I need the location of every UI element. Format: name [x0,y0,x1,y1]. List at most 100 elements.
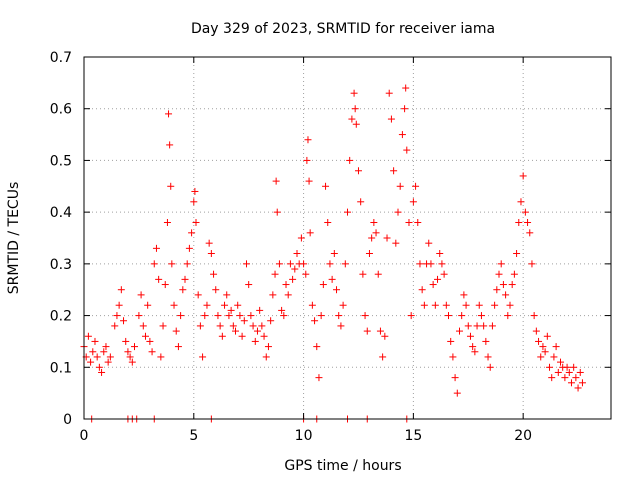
axis-ticks: 0 5 10 15 20 0 0.1 0.2 0.3 0.4 0.5 0.6 0.7 [50,50,611,444]
data-point [191,187,199,195]
data-point [203,301,211,309]
x-tick-label: 10 [295,428,313,444]
data-point [387,115,395,123]
data-point [548,374,556,382]
data-point [166,141,174,149]
data-point [521,208,529,216]
data-point [480,322,488,330]
data-point [139,322,147,330]
data-point [546,363,554,371]
data-point [440,270,448,278]
data-point [273,208,281,216]
data-point [352,120,360,128]
data-point [126,353,134,361]
data-point [460,291,468,299]
data-point [526,229,534,237]
data-point [453,389,461,397]
data-point [177,312,185,320]
data-point [308,301,316,309]
data-point [297,234,305,242]
y-tick-label: 0.6 [50,102,72,118]
x-tick-label: 5 [189,428,198,444]
data-point [535,337,543,345]
data-point [341,260,349,268]
data-point [306,229,314,237]
data-point [383,234,391,242]
data-point [95,363,103,371]
data-point [311,317,319,325]
data-point [300,260,308,268]
data-point [372,229,380,237]
data-point [570,363,578,371]
data-point [326,260,334,268]
data-point [414,218,422,226]
data-point [159,322,167,330]
data-point [264,343,272,351]
data-point [455,327,463,335]
data-point [508,281,516,289]
data-point [462,301,470,309]
data-point [524,218,532,226]
data-point [405,218,413,226]
data-point [131,343,139,351]
data-point [275,260,283,268]
data-point [554,368,562,376]
data-point [381,332,389,340]
data-point [379,353,387,361]
data-point [431,301,439,309]
data-point [368,234,376,242]
data-point [354,167,362,175]
data-point [87,358,95,366]
data-point [245,281,253,289]
data-point [247,312,255,320]
data-point [339,301,347,309]
data-point [305,177,313,185]
data-point [291,265,299,273]
y-tick-label: 0 [63,412,72,428]
data-point [449,353,457,361]
data-point [210,270,218,278]
data-point [269,291,277,299]
data-point [475,301,483,309]
plot-frame [83,56,612,420]
data-point [394,208,402,216]
data-point [201,312,209,320]
x-tick-label: 0 [80,428,89,444]
data-point [229,322,237,330]
data-point [328,275,336,283]
data-point [473,322,481,330]
data-point [344,208,351,216]
data-point [218,332,226,340]
data-point [238,332,246,340]
data-point [438,260,446,268]
chart-title: Day 329 of 2023, SRMTID for receiver iam… [191,21,495,37]
data-point [466,332,474,340]
y-tick-label: 0.3 [50,257,72,273]
data-point [401,105,409,113]
data-point [541,348,549,356]
data-point [565,368,573,376]
data-point [374,270,382,278]
data-point [427,260,435,268]
data-point [242,260,250,268]
data-point [148,348,156,356]
data-point [150,260,158,268]
data-point [495,270,503,278]
x-tick-label: 15 [404,428,422,444]
y-tick-label: 0.4 [50,205,72,221]
data-point [188,229,196,237]
data-point [165,110,173,118]
data-point [249,322,257,330]
data-point [398,131,406,139]
data-point [563,363,571,371]
data-point [256,306,264,314]
data-point [319,281,327,289]
data-point [385,89,393,97]
data-point [170,301,178,309]
data-point [214,312,222,320]
data-point [469,343,477,351]
data-point [471,348,479,356]
data-point [104,358,112,366]
